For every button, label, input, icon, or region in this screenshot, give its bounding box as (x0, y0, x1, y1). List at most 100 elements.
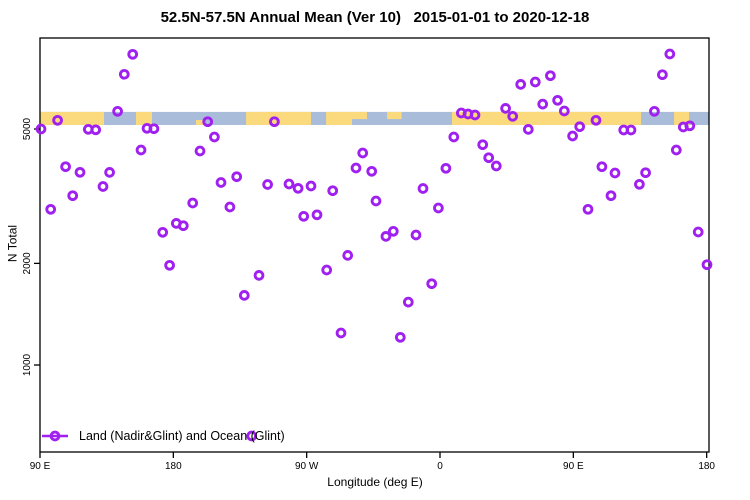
data-point (558, 105, 570, 117)
data-point (380, 231, 392, 242)
data-point (238, 290, 250, 301)
data-point (574, 121, 586, 133)
data-point (350, 162, 362, 174)
band-land-segment (674, 111, 690, 125)
data-point (112, 105, 123, 117)
y-axis-tick-label: 1000 (22, 353, 33, 376)
y-axis-tick-label: 2000 (22, 252, 33, 275)
data-point (215, 177, 227, 188)
data-point (67, 190, 79, 202)
data-point (515, 79, 527, 90)
data-point (590, 114, 602, 126)
data-point (97, 181, 109, 192)
data-point (164, 259, 175, 271)
legend-marker-icon (42, 430, 68, 442)
data-point (634, 178, 645, 190)
band-land-segment (40, 111, 105, 125)
data-point (135, 144, 147, 156)
data-point (52, 114, 63, 126)
data-point (292, 182, 304, 194)
band-land-segment (136, 111, 153, 125)
data-point (567, 130, 578, 142)
data-point (500, 103, 511, 114)
x-axis-tick-label: 90 E (563, 461, 584, 472)
data-point (670, 144, 682, 156)
data-point (433, 202, 444, 214)
data-point (410, 229, 422, 241)
data-point (311, 209, 323, 221)
data-point (298, 210, 310, 222)
band-land-segment (387, 111, 402, 120)
data-point (305, 180, 317, 192)
data-point (582, 203, 594, 215)
data-point (335, 327, 347, 339)
data-point (231, 171, 243, 183)
legend-label: Land (Nadir&Glint) and Ocean (Glint) (79, 429, 285, 443)
data-point (209, 131, 220, 143)
data-point (177, 220, 189, 232)
data-point (90, 124, 102, 136)
data-point (104, 167, 115, 178)
data-point (490, 160, 502, 172)
data-point (202, 116, 214, 128)
data-point (402, 296, 414, 308)
data-point (657, 69, 668, 81)
data-point (387, 225, 399, 237)
data-point (507, 110, 519, 122)
data-point (394, 331, 406, 343)
data-point (684, 120, 696, 132)
band-land-segment (196, 120, 205, 125)
data-point (357, 147, 369, 159)
legend: Land (Nadir&Glint) and Ocean (Glint) (41, 429, 285, 443)
data-point (45, 203, 57, 215)
data-point (664, 48, 676, 60)
data-point (246, 430, 258, 442)
data-point (253, 270, 265, 281)
data-point (417, 183, 429, 194)
data-point (74, 166, 86, 178)
data-point (469, 109, 481, 121)
y-axis-tick-label: 5000 (22, 117, 33, 140)
data-point (269, 116, 280, 128)
data-point (483, 152, 495, 164)
data-point (522, 124, 534, 135)
data-point (366, 165, 378, 177)
data-point (701, 259, 713, 271)
data-point (649, 105, 660, 117)
data-point (35, 123, 47, 135)
data-point (157, 226, 169, 238)
data-point (529, 76, 541, 88)
band-land-segment (452, 111, 642, 125)
data-point (477, 139, 489, 151)
data-point (148, 123, 160, 135)
data-point (426, 278, 438, 290)
x-axis-tick-label: 180 (165, 461, 182, 472)
data-point (692, 226, 704, 238)
x-axis-tick-label: 90 E (30, 461, 51, 472)
x-axis-tick-label: 0 (437, 461, 443, 472)
data-point (127, 48, 139, 60)
data-point (224, 201, 236, 213)
data-point (625, 124, 637, 136)
data-point (545, 70, 556, 82)
band-land-segment (352, 111, 367, 120)
data-point (605, 190, 617, 202)
data-point (440, 162, 452, 174)
plot-border (39, 37, 710, 453)
data-point (60, 161, 71, 173)
data-point (327, 185, 339, 197)
data-point (187, 197, 199, 209)
band-land-segment (326, 111, 353, 125)
data-point (609, 167, 621, 179)
data-point (552, 94, 563, 106)
data-point (321, 264, 333, 276)
chart-title: 52.5N-57.5N Annual Mean (Ver 10) 2015-01… (160, 9, 590, 26)
x-axis-tick-label: 180 (698, 461, 715, 472)
x-axis-label: Longitude (deg E) (327, 475, 423, 489)
data-point (448, 131, 460, 143)
y-axis-label: N Total (5, 224, 20, 263)
data-point (342, 250, 354, 261)
data-point (537, 98, 549, 110)
